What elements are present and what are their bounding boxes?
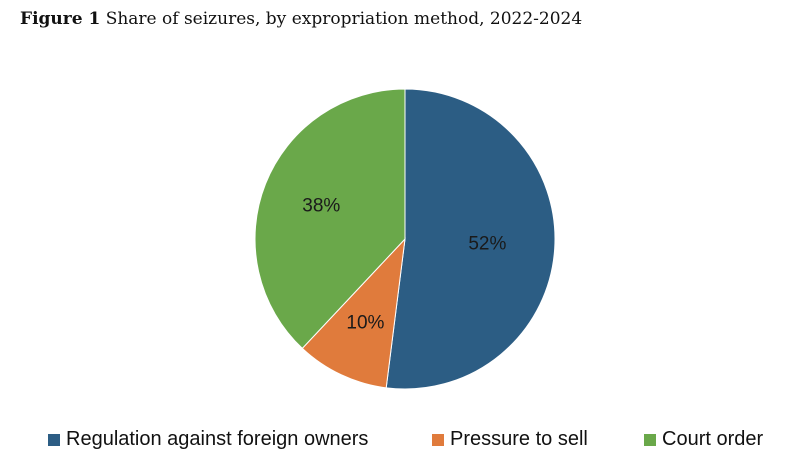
legend-item-regulation: Regulation against foreign owners [48, 428, 368, 451]
legend-label-court: Court order [662, 428, 764, 450]
legend-item-court: Court order [644, 428, 763, 451]
legend-label-pressure: Pressure to sell [450, 428, 588, 450]
data-label-pressure: 10% [346, 313, 384, 334]
legend-swatch-pressure [432, 433, 444, 446]
legend-swatch-court [644, 433, 656, 446]
pie-slice-pressure [301, 237, 406, 389]
figure-caption: Figure 1 Share of seizures, by expropria… [20, 9, 582, 29]
pie-slice-regulation [385, 88, 556, 390]
legend-item-pressure: Pressure to sell [432, 428, 588, 451]
data-label-court: 38% [302, 195, 340, 216]
pie-slice-court [254, 88, 406, 350]
legend-swatch-regulation [48, 433, 60, 446]
legend-label-regulation: Regulation against foreign owners [66, 428, 369, 450]
data-label-regulation: 52% [468, 234, 506, 255]
figure-number: Figure 1 [20, 9, 101, 29]
figure-title: Share of seizures, by expropriation meth… [105, 9, 583, 29]
